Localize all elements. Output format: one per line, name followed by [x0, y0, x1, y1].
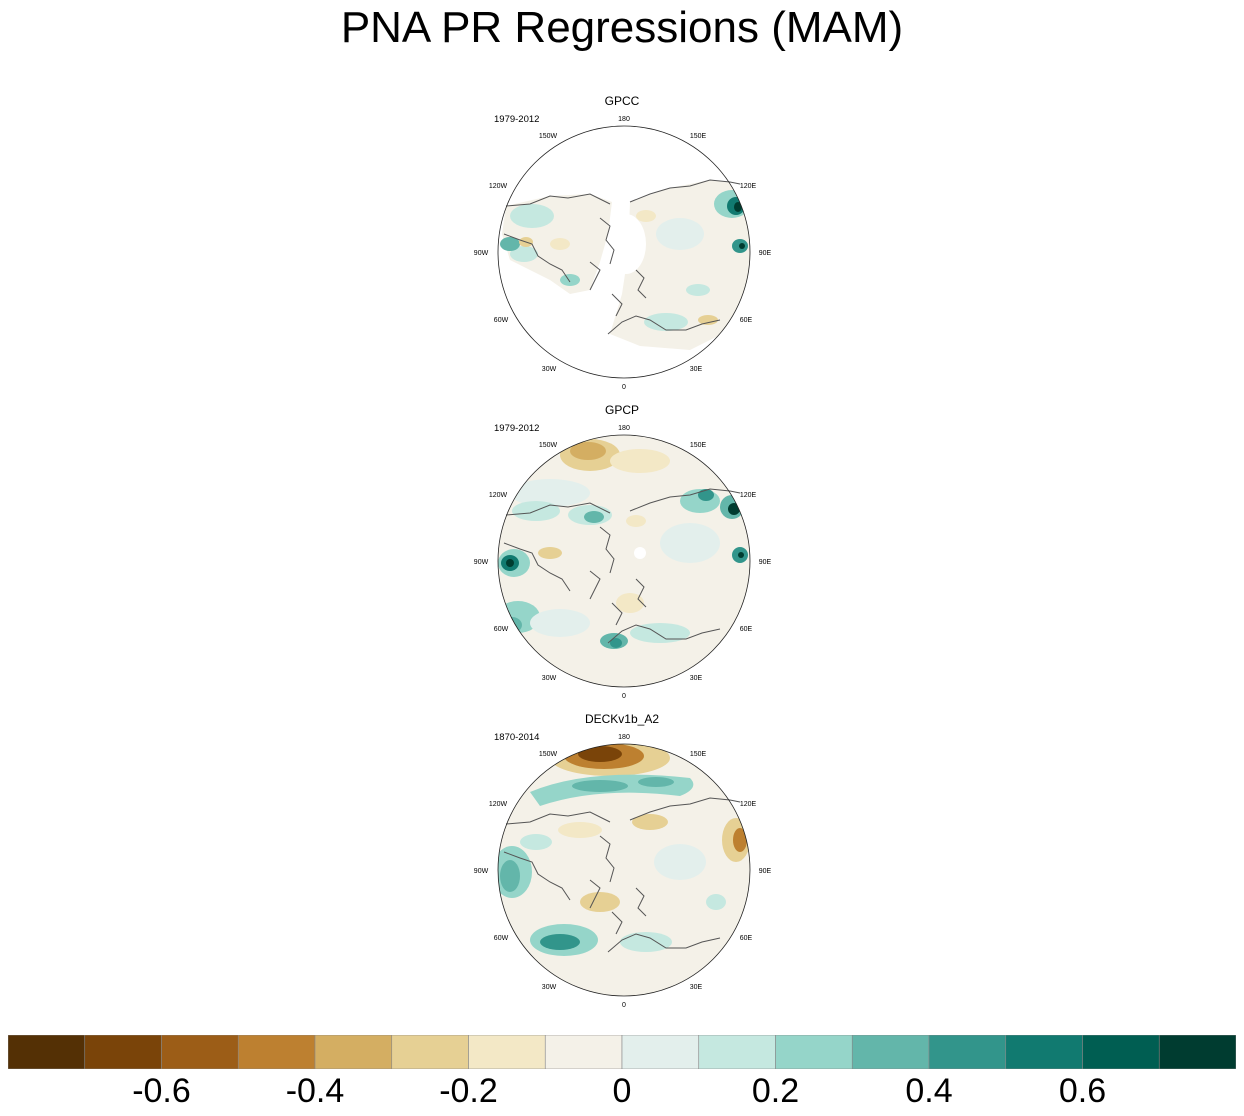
lon-label: 30E	[690, 984, 703, 991]
lon-label: 60W	[494, 935, 509, 942]
lon-label: 90W	[474, 250, 489, 257]
lon-label: 120E	[740, 183, 757, 190]
colorbar-swatch	[851, 1035, 930, 1069]
panel-period: 1979-2012	[494, 423, 540, 434]
colorbar-swatch	[84, 1035, 162, 1069]
colorbar-swatch	[698, 1035, 776, 1069]
colorbar-swatch	[468, 1035, 546, 1069]
lon-label: 120W	[489, 183, 508, 190]
lon-label: 90W	[474, 559, 489, 566]
colorbar-swatch	[8, 1035, 86, 1069]
colorbar-swatch	[1082, 1035, 1160, 1069]
colorbar-tick-label: -0.2	[439, 1072, 498, 1110]
map-panel-gpcc: GPCC 1979-2012	[440, 94, 804, 394]
precip-anomaly-field	[498, 744, 750, 996]
map-panel-gpcp: GPCP 1979-2012	[440, 403, 804, 703]
figure-title: PNA PR Regressions (MAM)	[340, 3, 904, 52]
panel-period: 1870-2014	[494, 732, 540, 743]
lon-label: 60W	[494, 317, 509, 324]
colorbar-swatch	[928, 1035, 1007, 1069]
lon-label: 120E	[740, 801, 757, 808]
lon-label: 180	[618, 116, 630, 123]
lon-label: 150W	[539, 133, 558, 140]
lon-label: 30E	[690, 675, 703, 682]
colorbar-swatch	[544, 1035, 623, 1069]
colorbar-tick-label: 0.2	[751, 1072, 800, 1110]
lon-label: 60E	[740, 626, 753, 633]
lon-label: 180	[618, 425, 630, 432]
lon-label: 30E	[690, 366, 703, 373]
map-border	[497, 434, 751, 688]
panel-title: DECKv1b_A2	[584, 712, 660, 726]
colorbar	[8, 1035, 1236, 1069]
map-border	[497, 125, 751, 379]
colorbar-tick-label: 0.6	[1058, 1072, 1107, 1110]
lon-label: 60E	[740, 317, 753, 324]
lon-label: 90W	[474, 868, 489, 875]
coastlines	[503, 488, 741, 644]
panel-title: GPCP	[604, 403, 639, 417]
colorbar-swatch	[1158, 1035, 1236, 1069]
polar-map-gpcc: 180 150E 120E 90E 60E 30E 0 30W 60W 90W …	[474, 116, 772, 391]
colorbar-swatch	[237, 1035, 316, 1069]
colorbar-swatch	[161, 1035, 239, 1069]
lon-label: 90E	[759, 250, 772, 257]
map-border	[497, 743, 751, 997]
lon-label: 60W	[494, 626, 509, 633]
colorbar-swatch	[1005, 1035, 1083, 1069]
lon-label: 90E	[759, 868, 772, 875]
precip-anomaly-field	[498, 435, 750, 687]
lon-label: 0	[622, 693, 626, 700]
colorbar-tick-label: 0.4	[905, 1072, 953, 1110]
polar-map-gpcp: 180 150E 120E 90E 60E 30E 0 30W 60W 90W …	[474, 425, 772, 700]
lon-label: 150E	[690, 442, 707, 449]
colorbar-tick-label: 0	[612, 1072, 632, 1110]
coastlines	[503, 797, 741, 953]
lon-label: 0	[622, 384, 626, 391]
lon-label: 30W	[542, 366, 557, 373]
map-panel-deckv1b-a2: DECKv1b_A2 1870-2014	[440, 712, 804, 1012]
lon-label: 150E	[690, 133, 707, 140]
panel-period: 1979-2012	[494, 114, 540, 125]
lon-label: 150W	[539, 442, 558, 449]
colorbar-swatch	[621, 1035, 700, 1069]
lon-label: 0	[622, 1002, 626, 1009]
colorbar-swatch	[775, 1035, 853, 1069]
lon-label: 120W	[489, 801, 508, 808]
panel-title: GPCC	[604, 94, 640, 108]
precip-anomaly-field	[498, 126, 750, 378]
lon-label: 120W	[489, 492, 508, 499]
lon-label: 120E	[740, 492, 757, 499]
lon-label: 150E	[690, 751, 707, 758]
coastlines	[503, 179, 741, 335]
lon-label: 30W	[542, 984, 557, 991]
colorbar-tick-label: -0.6	[132, 1072, 191, 1110]
polar-map-deckv1b-a2: 180 150E 120E 90E 60E 30E 0 30W 60W 90W …	[474, 734, 772, 1009]
lon-label: 60E	[740, 935, 753, 942]
lon-label: 90E	[759, 559, 772, 566]
colorbar-tick-label: -0.4	[285, 1072, 345, 1110]
lon-label: 180	[618, 734, 630, 741]
colorbar-swatch	[314, 1035, 393, 1069]
lon-label: 30W	[542, 675, 557, 682]
colorbar-swatch	[391, 1035, 469, 1069]
lon-label: 150W	[539, 751, 558, 758]
